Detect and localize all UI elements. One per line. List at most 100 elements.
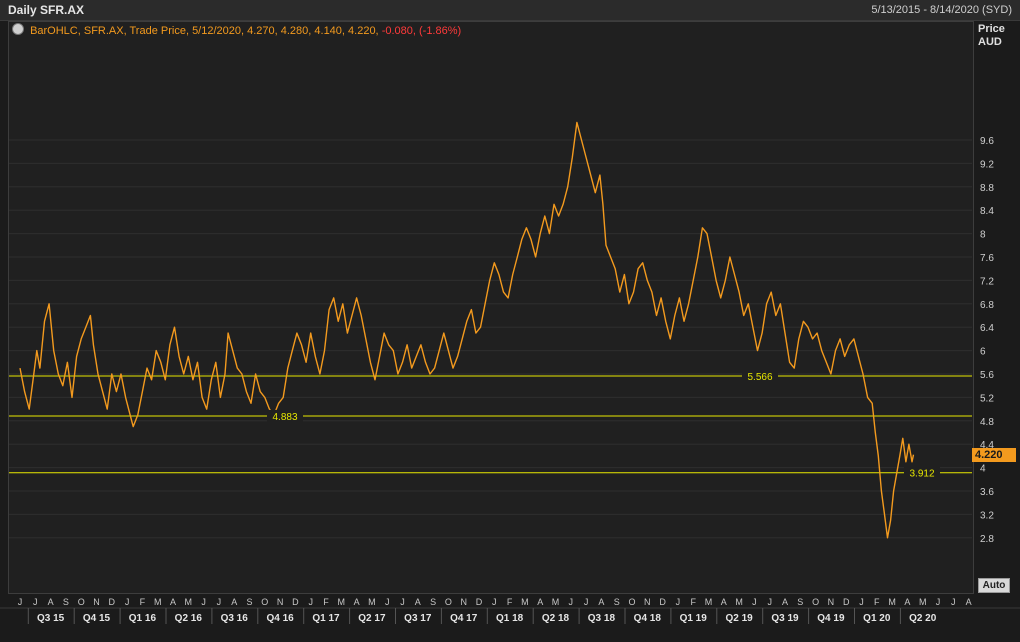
y-axis-title-line2: AUD [978,36,1002,48]
price-series-line [19,121,915,539]
month-tick-label: J [859,597,864,607]
reference-label-bg [267,409,303,422]
month-tick-label: M [552,597,560,607]
plot-area[interactable] [8,21,974,594]
month-tick-label: D [292,597,299,607]
y-tick-label: 7.2 [980,276,994,287]
month-tick-label: S [797,597,803,607]
quarter-tick-label: Q1 18 [496,613,524,624]
y-tick-label: 5.6 [980,370,994,381]
quarter-tick-label: Q3 17 [404,613,432,624]
y-tick-label: 3.6 [980,487,994,498]
month-tick-label: M [888,597,896,607]
quarter-tick-label: Q3 18 [588,613,616,624]
month-tick-label: J [400,597,405,607]
reference-line-label: 5.566 [747,372,772,383]
month-tick-label: N [828,597,835,607]
y-tick-label: 3.2 [980,510,994,521]
quarter-tick-label: Q2 18 [542,613,570,624]
month-tick-label: O [78,597,85,607]
month-tick-label: A [170,597,176,607]
month-tick-label: F [140,597,146,607]
month-tick-label: J [936,597,941,607]
month-tick-label: D [659,597,666,607]
y-tick-label: 4.8 [980,417,994,428]
y-tick-label: 6 [980,347,986,358]
month-tick-label: M [705,597,713,607]
reference-label-bg [742,369,778,382]
month-tick-label: S [246,597,252,607]
month-tick-label: D [109,597,116,607]
quarter-tick-label: Q1 17 [312,613,340,624]
y-tick-label: 5.2 [980,393,994,404]
y-axis-title-line1: Price [978,23,1005,35]
auto-scale-button[interactable]: Auto [978,578,1010,593]
month-tick-label: J [676,597,681,607]
month-tick-label: D [476,597,483,607]
y-tick-label: 6.4 [980,323,994,334]
month-tick-label: J [767,597,772,607]
month-tick-label: D [843,597,850,607]
reference-label-bg [904,466,940,479]
y-tick-label: 2.8 [980,534,994,545]
month-tick-label: J [18,597,23,607]
y-tick-label: 9.2 [980,159,994,170]
chart-title: Daily SFR.AX [8,3,85,17]
legend-prefix: BarOHLC, SFR.AX, Trade Price, [30,25,189,37]
y-tick-label: 8.8 [980,183,994,194]
quarter-tick-label: Q1 19 [680,613,708,624]
month-tick-label: J [752,597,757,607]
month-tick-label: A [537,597,543,607]
y-tick-label: 7.6 [980,253,994,264]
month-tick-label: S [614,597,620,607]
month-tick-label: M [735,597,743,607]
legend-values: 5/12/2020, 4.270, 4.280, 4.140, 4.220, [192,25,379,37]
month-tick-label: F [323,597,329,607]
month-tick-label: F [874,597,880,607]
month-tick-label: F [507,597,513,607]
series-settings-icon[interactable] [12,23,24,35]
month-tick-label: A [231,597,237,607]
month-tick-label: N [93,597,100,607]
month-tick-label: N [460,597,467,607]
month-tick-label: A [782,597,788,607]
quarter-tick-label: Q2 19 [725,613,753,624]
month-tick-label: M [368,597,376,607]
month-tick-label: O [261,597,268,607]
y-tick-label: 8.4 [980,206,994,217]
quarter-tick-label: Q4 16 [266,613,294,624]
month-tick-label: J [217,597,222,607]
quarter-tick-label: Q1 16 [129,613,157,624]
quarter-tick-label: Q4 15 [83,613,111,624]
month-tick-label: A [598,597,604,607]
y-axis-title: Price AUD [978,23,1005,49]
month-tick-label: M [521,597,529,607]
last-price-tag: 4.220 [972,447,1016,462]
month-tick-label: J [584,597,589,607]
date-range: 5/13/2015 - 8/14/2020 (SYD) [871,4,1012,16]
month-tick-label: J [201,597,206,607]
y-tick-label: 6.8 [980,300,994,311]
quarter-tick-label: Q2 17 [358,613,386,624]
month-tick-label: O [628,597,635,607]
month-tick-label: O [812,597,819,607]
quarter-tick-label: Q4 18 [634,613,662,624]
month-tick-label: O [445,597,452,607]
month-tick-label: J [125,597,130,607]
month-tick-label: J [385,597,390,607]
month-tick-label: A [415,597,421,607]
month-tick-label: A [354,597,360,607]
reference-line-label: 3.912 [909,469,934,480]
month-tick-label: N [644,597,651,607]
month-tick-label: N [277,597,284,607]
month-tick-label: J [33,597,38,607]
month-tick-label: M [338,597,346,607]
month-tick-label: A [966,597,972,607]
quarter-tick-label: Q3 15 [37,613,65,624]
month-tick-label: J [308,597,313,607]
month-tick-label: S [63,597,69,607]
month-tick-label: J [492,597,497,607]
month-tick-label: S [430,597,436,607]
quarter-tick-label: Q2 20 [909,613,937,624]
